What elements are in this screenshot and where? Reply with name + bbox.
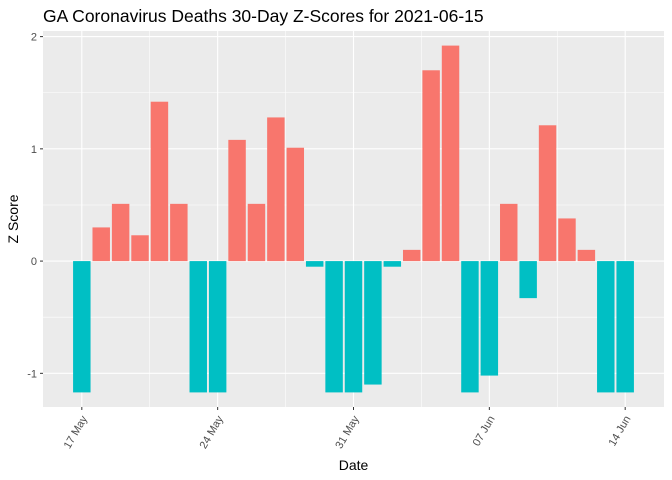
bar [228,139,246,262]
bar [616,261,634,393]
x-tick-label: 24 May [198,413,227,451]
bar [422,70,440,262]
y-axis: -1 0 1 2 [27,32,43,380]
y-tick-label: 0 [31,256,37,268]
bar [461,261,479,393]
y-tick-label: 2 [31,32,37,44]
bar [558,218,576,262]
bar [286,147,305,262]
bar [364,261,382,385]
bar [92,227,110,262]
x-tick-label: 17 May [62,413,91,451]
bar [170,203,188,262]
bar [131,235,149,262]
x-axis-title: Date [339,457,369,473]
bar [402,249,421,262]
y-tick-label: -1 [27,368,37,380]
x-tick-label: 07 Jun [471,414,498,449]
bar [577,249,596,262]
bar [208,261,227,393]
bar [344,261,363,393]
bar [519,261,537,299]
x-axis: 17 May 24 May 31 May 07 Jun 14 Jun [62,407,634,451]
bar [441,45,460,262]
y-axis-title: Z Score [5,194,21,243]
bar [189,261,207,393]
x-tick-label: 14 Jun [607,414,634,449]
bar [538,125,557,262]
bar [111,203,130,262]
bar [267,117,285,262]
bar [150,101,169,262]
bar [597,261,615,393]
y-tick-label: 1 [31,144,37,156]
bar [325,261,343,393]
bar [480,261,499,376]
bar [500,203,518,262]
bar [247,203,266,262]
bar [305,261,324,267]
bar [73,261,91,393]
x-tick-label: 31 May [333,413,362,451]
bars [73,45,634,393]
bar [383,261,402,267]
chart-title: GA Coronavirus Deaths 30-Day Z-Scores fo… [43,6,484,26]
